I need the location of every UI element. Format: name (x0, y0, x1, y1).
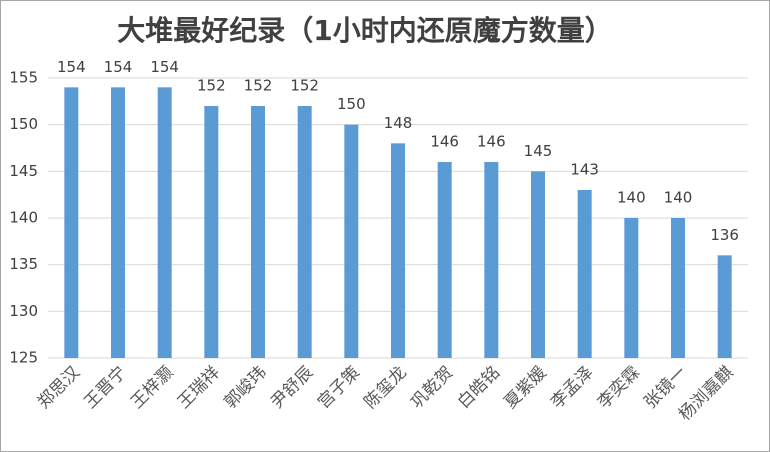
data-label: 150 (337, 95, 366, 113)
data-label: 146 (430, 133, 459, 151)
bar (717, 255, 732, 358)
data-label: 145 (524, 142, 553, 160)
y-tick-label: 145 (9, 162, 38, 180)
bar (64, 87, 79, 358)
bar (204, 106, 219, 358)
bar (251, 106, 265, 358)
bar (624, 218, 639, 358)
data-label: 136 (710, 226, 739, 244)
y-tick-label: 140 (9, 209, 38, 227)
chart-title: 大堆最好纪录（1小时内还原魔方数量） (117, 14, 613, 47)
bar (297, 106, 312, 358)
y-tick-label: 155 (9, 69, 38, 87)
data-label: 143 (570, 161, 599, 179)
bar (111, 87, 125, 358)
bar (671, 218, 685, 358)
y-tick-label: 125 (9, 349, 38, 367)
bar (484, 162, 499, 358)
bar (531, 171, 545, 358)
bar (344, 124, 359, 359)
bar (577, 190, 592, 358)
data-label: 154 (104, 58, 133, 76)
data-label: 146 (477, 133, 506, 151)
data-label: 148 (384, 114, 413, 132)
data-label: 140 (664, 189, 693, 207)
bar (437, 162, 452, 358)
bar (391, 143, 405, 358)
data-label: 154 (150, 58, 179, 76)
y-tick-label: 135 (9, 255, 38, 273)
bar (157, 87, 172, 358)
data-label: 154 (57, 58, 86, 76)
y-tick-label: 150 (9, 115, 38, 133)
data-label: 140 (617, 189, 646, 207)
data-label: 152 (244, 77, 273, 95)
y-tick-label: 130 (9, 302, 38, 320)
data-label: 152 (197, 77, 226, 95)
data-label: 152 (290, 77, 319, 95)
